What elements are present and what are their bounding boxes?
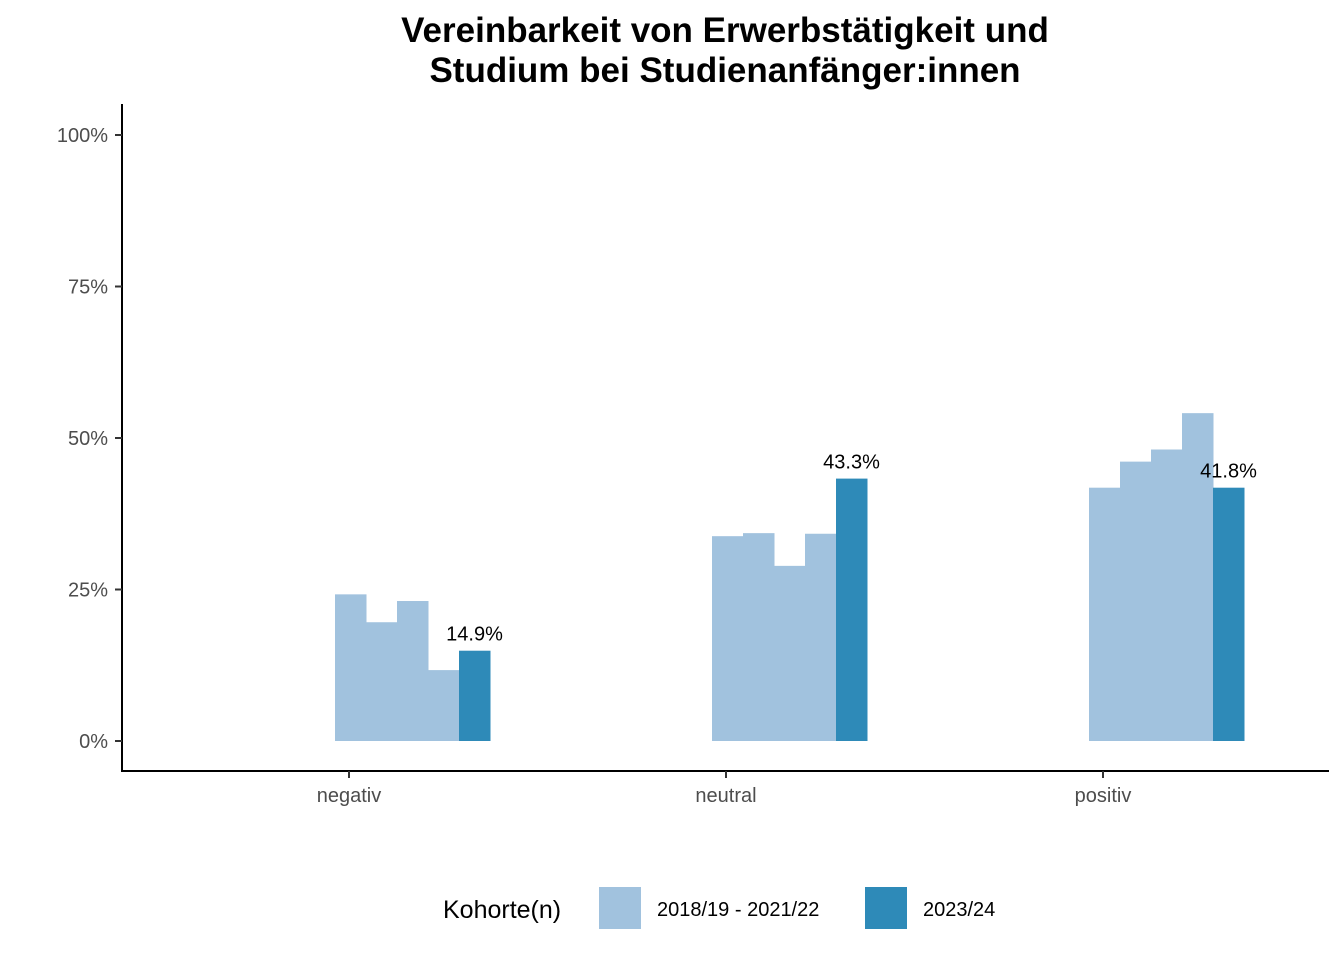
bar-2023-24-positiv [1213,487,1245,741]
bar-2021-22-negativ [428,670,460,741]
x-tick-label-neutral: neutral [695,785,756,807]
y-tick-label: 25% [68,580,108,602]
bar-2018-19-neutral [712,536,744,741]
data-label-negativ: 14.9% [446,624,503,646]
bar-2021-22-neutral [805,533,837,741]
bar-2020-21-positiv [1151,449,1183,741]
x-tick-label-positiv: positiv [1075,785,1132,807]
y-axis: 0% 25% 50% 75% 100% [57,125,122,753]
y-tick-label: 0% [79,731,108,753]
x-tick-label-negativ: negativ [317,785,382,807]
bar-2020-21-neutral [774,565,806,741]
data-label-positiv: 41.8% [1200,461,1257,483]
legend-label-2023-24: 2023/24 [923,899,995,921]
legend-swatch-2023-24 [865,887,907,929]
y-tick-label: 50% [68,428,108,450]
chart-title-line-1: Vereinbarkeit von Erwerbstätigkeit und [401,11,1049,50]
bar-2018-19-negativ [335,594,367,741]
legend-label-2018-2022: 2018/19 - 2021/22 [657,899,819,921]
data-label-neutral: 43.3% [823,452,880,474]
bar-2023-24-neutral [836,478,868,741]
data-labels: 14.9% 43.3% 41.8% [446,452,1257,646]
bar-2018-19-positiv [1089,487,1121,741]
bar-2021-22-positiv [1182,413,1214,741]
legend-title: Kohorte(n) [443,896,561,924]
legend: Kohorte(n) 2018/19 - 2021/22 2023/24 [443,887,995,929]
legend-swatch-2018-2022 [599,887,641,929]
bar-2023-24-negativ [459,650,491,741]
bar-2019-20-positiv [1120,461,1152,741]
y-tick-label: 75% [68,277,108,299]
bar-2019-20-neutral [743,533,775,741]
chart-title-line-2: Studium bei Studienanfänger:innen [429,51,1020,90]
x-axis: negativ neutral positiv [317,771,1132,807]
bar-2020-21-negativ [397,601,429,741]
bar-2019-20-negativ [366,622,398,741]
y-tick-label: 100% [57,125,108,147]
bars [335,413,1245,741]
